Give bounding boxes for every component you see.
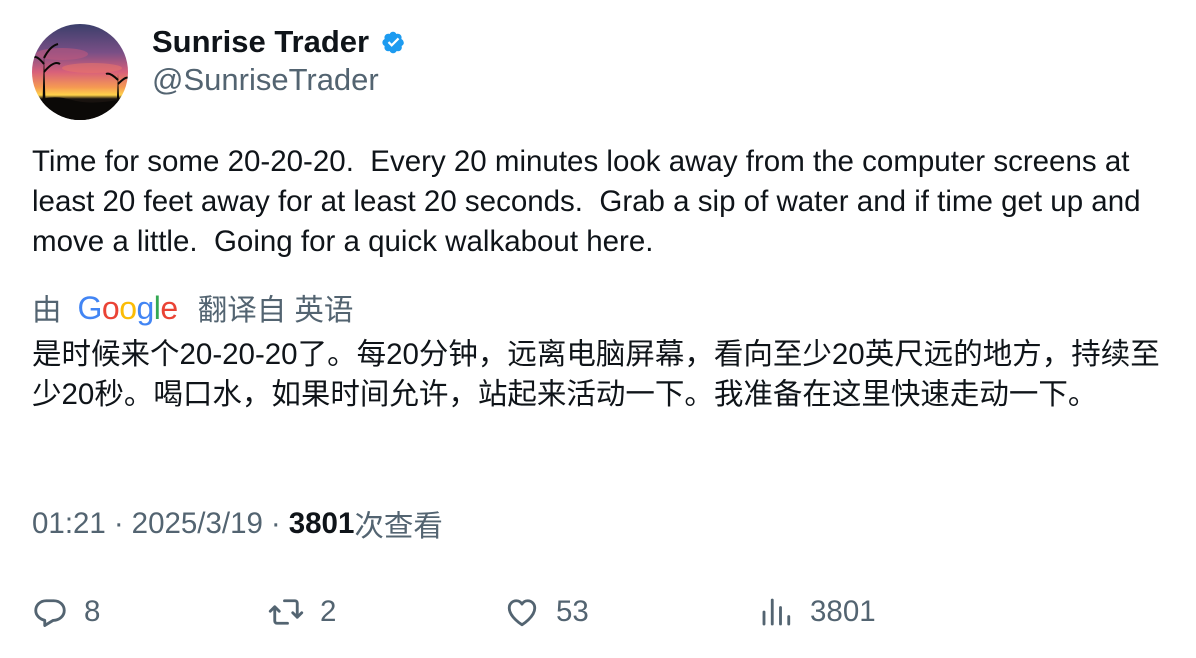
reply-icon [34, 599, 66, 627]
translated-by-label: 由 [32, 294, 62, 327]
tweet-text: Time for some 20-20-20. Every 20 minutes… [32, 145, 1149, 258]
retweet-icon [268, 599, 304, 625]
like-button[interactable]: 53 [504, 590, 589, 634]
reply-button[interactable]: 8 [32, 590, 100, 634]
reply-count: 8 [84, 595, 101, 628]
views-bar-chart-icon [762, 598, 791, 626]
tweet-meta: 01:21 · 2025/3/19 · 3801 次查看 [32, 503, 443, 545]
like-count: 53 [556, 595, 589, 628]
heart-icon [507, 599, 537, 627]
author-display-name[interactable]: Sunrise Trader [152, 24, 370, 59]
meta-separator: · [113, 507, 124, 540]
translated-tweet-text: 是时候来个20-20-20了。每20分钟，远离电脑屏幕，看向至少20英尺远的地方… [32, 338, 1160, 411]
action-bar: 8 2 53 3801 [32, 590, 1172, 634]
avatar-sunset-image [32, 24, 128, 120]
views-button[interactable]: 3801 [758, 590, 876, 634]
views-action-count: 3801 [810, 595, 876, 628]
views-label: 次查看 [354, 510, 443, 543]
author-handle[interactable]: @SunriseTrader [152, 62, 379, 97]
tweet-date[interactable]: 2025/3/19 [131, 507, 263, 540]
retweet-count: 2 [320, 595, 337, 628]
verified-badge-icon[interactable] [379, 28, 408, 57]
google-logo: Google [77, 289, 179, 326]
tweet-time[interactable]: 01:21 [32, 507, 106, 540]
views-count: 3801 [288, 507, 355, 540]
avatar[interactable] [32, 24, 128, 120]
translation-attribution: 由 Google 翻译自 英语 [32, 286, 353, 330]
meta-separator: · [270, 507, 281, 540]
author-name-row: Sunrise Trader [152, 22, 408, 62]
retweet-button[interactable]: 2 [268, 590, 336, 634]
translated-from-label[interactable]: 翻译自 英语 [197, 294, 354, 327]
